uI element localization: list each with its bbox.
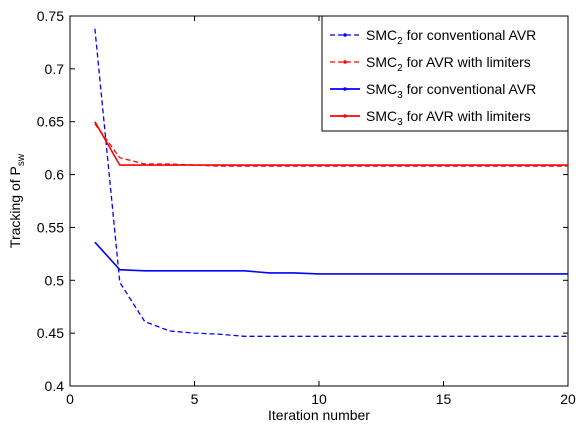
y-tick-label: 0.7: [45, 61, 65, 77]
legend-marker-0: [343, 33, 347, 37]
legend-name-sub: 3: [397, 117, 403, 128]
legend-entry-2: SMC3 for conventional AVR: [366, 81, 536, 101]
x-axis-label: Iteration number: [268, 407, 370, 423]
series-line-3: [94, 121, 568, 166]
y-axis-label: Tracking of Psw: [7, 153, 27, 248]
legend-marker-2: [343, 87, 347, 91]
x-tick-label: 10: [311, 391, 327, 407]
x-tick-label: 20: [560, 391, 576, 407]
x-tick-label: 0: [66, 391, 74, 407]
y-tick-label: 0.45: [37, 325, 64, 341]
legend-marker-3: [343, 114, 347, 118]
legend-entry-0: SMC2 for conventional AVR: [366, 27, 536, 47]
x-tick-label: 5: [191, 391, 199, 407]
legend-name-main: SMC: [366, 108, 397, 124]
y-tick-label: 0.4: [45, 378, 65, 394]
legend-name-main: SMC: [366, 81, 397, 97]
ticks-layer: 0 5 10 15 20 0.4 0.45 0.5 0.55 0.6 0.65 0.7 0.75: [37, 8, 576, 407]
legend-entry-1: SMC2 for AVR with limiters: [366, 54, 531, 74]
legend-box: [321, 15, 569, 132]
legend-marker-1: [343, 60, 347, 64]
y-axis-label-sub: sw: [16, 153, 27, 166]
legend-name-rest: for AVR with limiters: [403, 108, 531, 124]
legend-entry-3: SMC3 for AVR with limiters: [366, 108, 531, 128]
legend-name-sub: 3: [397, 90, 403, 101]
y-tick-label: 0.55: [37, 219, 64, 235]
series-line-1: [94, 123, 568, 167]
y-tick-label: 0.6: [45, 167, 65, 183]
series-line-0: [94, 28, 568, 337]
y-tick-label: 0.65: [37, 114, 64, 130]
x-tick-label: 15: [436, 391, 452, 407]
legend-name-main: SMC: [366, 27, 397, 43]
legend-name-sub: 2: [397, 36, 403, 47]
y-tick-label: 0.5: [45, 272, 65, 288]
legend-name-sub: 2: [397, 63, 403, 74]
y-tick-label: 0.75: [37, 8, 64, 24]
legend-name-rest: for conventional AVR: [403, 81, 537, 97]
series-line-2: [94, 241, 568, 275]
legend-name-rest: for conventional AVR: [403, 27, 537, 43]
series-layer: [94, 28, 568, 337]
legend-name-rest: for AVR with limiters: [403, 54, 531, 70]
legend-name-main: SMC: [366, 54, 397, 70]
y-axis-label-main: Tracking of P: [7, 166, 23, 248]
